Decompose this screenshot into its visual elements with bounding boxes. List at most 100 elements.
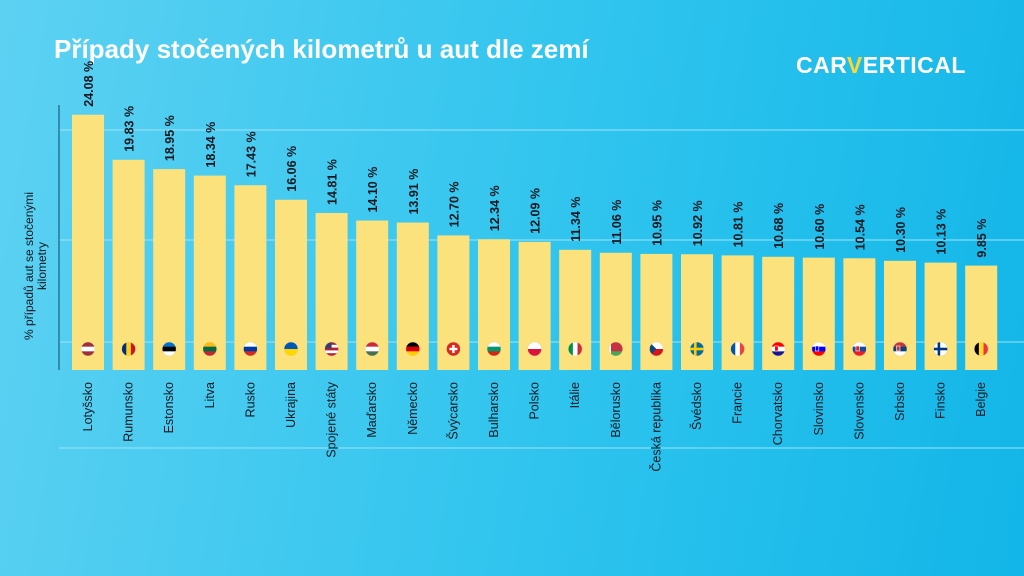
logo-prefix: CAR xyxy=(796,52,847,78)
flag-border-10 xyxy=(486,341,502,357)
bar-4 xyxy=(234,185,267,370)
category-label-10: Bulharsko xyxy=(487,382,501,438)
value-label-7: 14.10 % xyxy=(366,167,380,213)
flag-emblem xyxy=(774,345,779,352)
flag-20 xyxy=(893,342,907,356)
flag-stripe xyxy=(126,342,132,356)
flag-13 xyxy=(608,342,623,356)
bar-3 xyxy=(193,175,226,370)
flag-border-17 xyxy=(770,341,786,357)
flag-stripe xyxy=(608,351,623,356)
flag-emblem xyxy=(814,345,820,352)
bar-0 xyxy=(72,114,104,370)
category-label-14: Česká republika xyxy=(648,382,663,472)
flag-stripe xyxy=(202,351,217,356)
chart-title: Případy stočených kilometrů u aut dle ze… xyxy=(54,34,589,64)
value-label-16: 10.81 % xyxy=(732,202,746,248)
flag-stripe xyxy=(121,342,127,356)
flag-stripe xyxy=(202,342,217,347)
flag-border-7 xyxy=(364,341,380,357)
flag-stripe xyxy=(771,342,786,347)
category-label-6: Spojené státy xyxy=(325,381,339,457)
value-label-8: 13.91 % xyxy=(407,169,421,215)
category-label-13: Bělorusko xyxy=(609,382,623,438)
category-label-7: Maďarsko xyxy=(365,382,379,438)
value-label-12: 11.34 % xyxy=(569,197,583,242)
value-label-17: 10.68 % xyxy=(772,203,786,249)
flag-stripe xyxy=(608,346,623,352)
flag-stripe xyxy=(81,351,95,356)
category-label-1: Rumunsko xyxy=(122,382,136,442)
flag-border-16 xyxy=(730,341,745,357)
flag-stripe xyxy=(852,342,867,347)
flag-border-2 xyxy=(161,341,177,357)
flag-4 xyxy=(243,342,258,356)
category-label-4: Rusko xyxy=(243,382,257,417)
flag-stripe xyxy=(735,342,741,356)
flag-stripe xyxy=(81,342,95,347)
flag-border-20 xyxy=(892,341,908,357)
flag-15 xyxy=(690,342,704,356)
flag-17 xyxy=(771,342,786,356)
value-label-5: 16.06 % xyxy=(285,146,299,192)
value-label-22: 9.85 % xyxy=(975,219,989,258)
category-labels-group: Lotyšsko Rumunsko Estonsko Litva Rusko Ukraji… xyxy=(81,381,988,471)
flag-border-11 xyxy=(527,341,542,357)
value-label-0: 24.08 % xyxy=(82,61,96,107)
flag-stripe xyxy=(243,346,258,352)
flag-stripe xyxy=(527,342,542,350)
flag-border-6 xyxy=(324,341,339,357)
value-label-15: 10.92 % xyxy=(691,200,705,246)
flag-stripe xyxy=(284,342,298,350)
flag-stripe xyxy=(730,342,736,356)
flag-14 xyxy=(649,342,664,356)
category-label-15: Švédsko xyxy=(689,382,704,430)
flag-border-0 xyxy=(80,341,96,357)
flag-stripe xyxy=(974,342,980,356)
category-label-11: Polsko xyxy=(528,382,542,420)
flag-3 xyxy=(202,342,217,356)
flag-stripe xyxy=(811,342,826,347)
bar-2 xyxy=(153,169,186,370)
flag-stripe xyxy=(487,346,501,352)
flag-stripe xyxy=(130,342,136,356)
flag-stripe xyxy=(81,346,95,352)
flag-1 xyxy=(121,342,136,356)
flag-stripe xyxy=(162,351,177,356)
flag-stripe xyxy=(811,351,826,356)
value-label-1: 19.83 % xyxy=(123,106,137,152)
logo-accent: V xyxy=(846,52,863,78)
y-axis-label-line-1: kilometry xyxy=(35,242,49,290)
flag-stripe xyxy=(893,342,907,347)
category-label-8: Německo xyxy=(406,382,420,435)
flag-stripe xyxy=(487,351,501,356)
category-label-3: Litva xyxy=(203,382,217,408)
flag-stripe xyxy=(243,342,258,347)
flag-7 xyxy=(365,342,380,356)
flag-11 xyxy=(527,342,542,356)
value-label-19: 10.54 % xyxy=(853,204,867,250)
flag-10 xyxy=(487,342,501,356)
flag-stripe xyxy=(978,342,984,356)
flag-stripe xyxy=(405,342,420,347)
value-label-6: 14.81 % xyxy=(326,159,340,205)
flag-border-5 xyxy=(283,341,299,357)
flag-border-18 xyxy=(811,341,827,357)
value-label-3: 18.34 % xyxy=(204,122,218,168)
flag-nordic-h xyxy=(690,347,704,351)
y-axis-label: % případů aut se stočenýmikilometry xyxy=(22,192,49,340)
category-label-9: Švýcarsko xyxy=(445,382,460,440)
y-axis-label-line-0: % případů aut se stočenými xyxy=(22,192,36,340)
flag-0 xyxy=(81,342,95,356)
flag-stripe xyxy=(162,346,177,352)
value-label-20: 10.30 % xyxy=(894,207,908,253)
flag-border-15 xyxy=(689,341,705,357)
flag-border-22 xyxy=(973,341,989,357)
flag-border-19 xyxy=(852,341,867,357)
flag-canton xyxy=(324,342,332,349)
value-label-13: 11.06 % xyxy=(610,200,624,245)
flag-22 xyxy=(974,342,989,356)
flag-8 xyxy=(405,342,420,356)
flag-border-21 xyxy=(933,341,948,357)
flag-stripe xyxy=(405,351,420,356)
